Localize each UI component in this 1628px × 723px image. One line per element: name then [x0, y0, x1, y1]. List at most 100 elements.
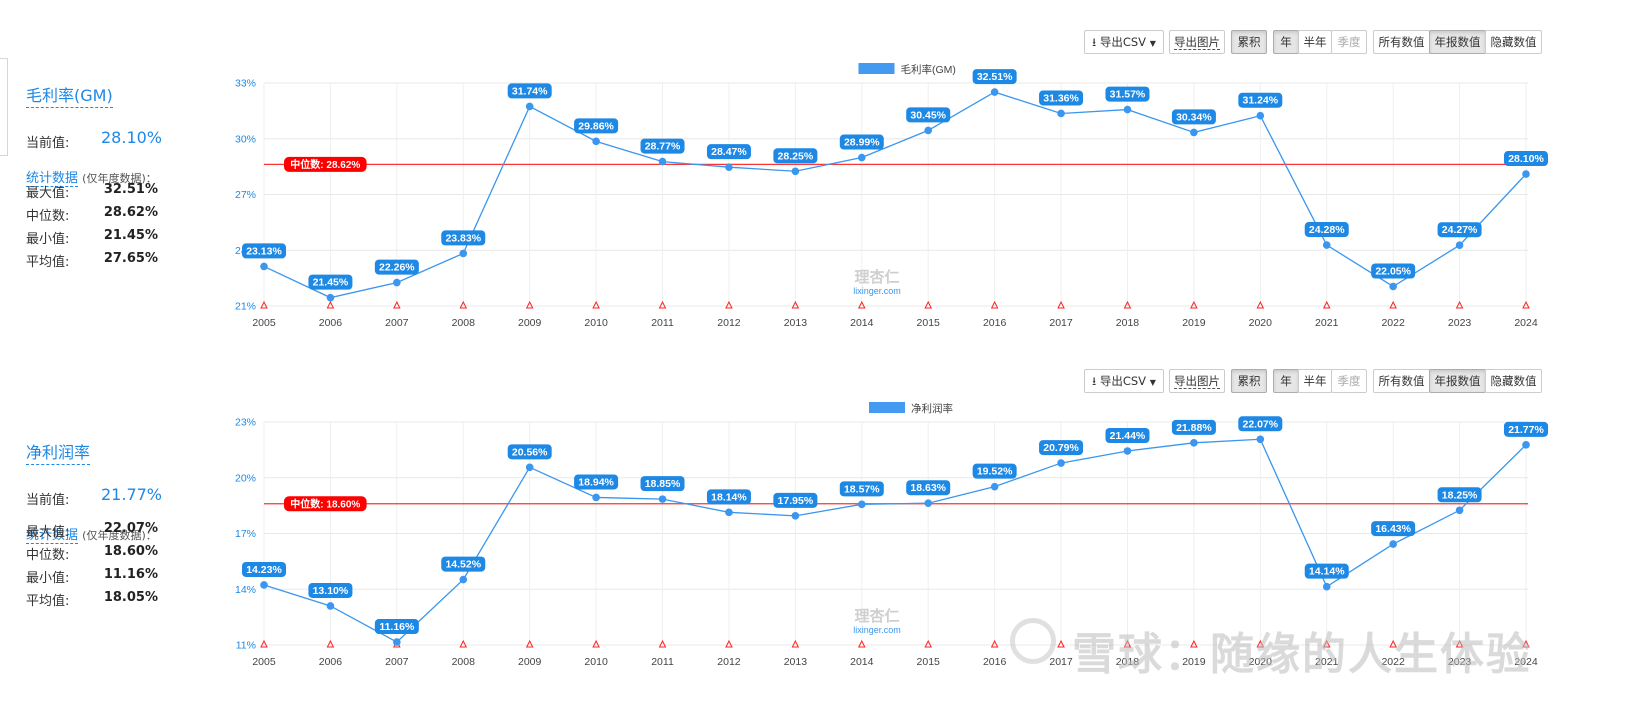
- data-label-bg: [507, 444, 552, 460]
- data-label-bg: [1371, 521, 1416, 537]
- data-point: [990, 482, 999, 491]
- event-marker-icon: [1256, 639, 1265, 648]
- net-margin-chart: 净利润率 23% 20% 17% 14% 11% 2005 2006 2007 2008 2009 2…: [235, 402, 1548, 668]
- x-tick-label: 2011: [651, 656, 674, 668]
- stat-label: 平均值:: [26, 255, 70, 270]
- period-half-year-button[interactable]: 半年: [1298, 30, 1332, 54]
- data-label: 18.94%: [578, 476, 614, 488]
- download-icon: ⭳: [1092, 374, 1097, 388]
- stats-note: (仅年度数据)：: [82, 529, 157, 542]
- side-drawer-tab[interactable]: [0, 58, 8, 156]
- data-label-bg: [374, 619, 419, 635]
- x-tick-label: 2016: [983, 656, 1007, 668]
- data-label-bg: [839, 134, 884, 150]
- caret-down-icon: ▼: [1149, 39, 1156, 48]
- stats-title[interactable]: 统计数据: [26, 528, 79, 544]
- data-label: 22.26%: [379, 262, 415, 274]
- hide-values-button[interactable]: 隐藏数值: [1485, 369, 1542, 393]
- cumulative-toggle[interactable]: 累积: [1231, 30, 1267, 54]
- annual-values-button[interactable]: 年报数值: [1429, 369, 1486, 393]
- chart-legend: 净利润率: [869, 402, 953, 415]
- current-value-label: 当前值:: [26, 493, 70, 508]
- event-marker-icon: [1522, 300, 1530, 309]
- stat-value: 11.16%: [103, 567, 158, 582]
- stat-value: 18.05%: [103, 590, 158, 605]
- data-point: [924, 499, 933, 508]
- event-marker-icon: [791, 639, 800, 648]
- metric-title[interactable]: 净利润率: [26, 439, 91, 465]
- stats-title[interactable]: 统计数据: [26, 171, 79, 187]
- x-tick-label: 2006: [319, 656, 343, 668]
- stat-label: 中位数:: [26, 548, 70, 563]
- event-marker-icon: [1057, 639, 1065, 648]
- x-tick-label: 2005: [252, 317, 276, 329]
- data-point: [393, 638, 401, 646]
- legend-label: 毛利率(GM): [901, 63, 956, 76]
- period-quarter-button[interactable]: 季度: [1331, 369, 1367, 393]
- gross-margin-panel: 毛利率(GM) 当前值: 28.10% 统计数据 (仅年度数据)： 最大值: 3…: [0, 0, 1628, 360]
- data-point: [857, 500, 866, 509]
- all-values-button[interactable]: 所有数值: [1373, 369, 1430, 393]
- event-marker-icon: [525, 639, 534, 648]
- data-point: [857, 153, 866, 162]
- export-csv-button[interactable]: ⭳ 导出CSV ▼: [1084, 30, 1164, 54]
- data-label-bg: [1304, 222, 1349, 238]
- data-point: [791, 512, 800, 520]
- chart-watermark-cn: 理杏仁: [854, 607, 899, 625]
- x-tick-label: 2021: [1315, 656, 1339, 668]
- data-label-bg: [1238, 92, 1283, 108]
- period-quarter-button[interactable]: 季度: [1331, 30, 1367, 54]
- data-label: 30.34%: [1176, 111, 1212, 123]
- x-tick-label: 2021: [1315, 317, 1339, 329]
- cumulative-toggle[interactable]: 累积: [1231, 369, 1267, 393]
- data-label: 21.44%: [1110, 430, 1146, 442]
- data-label: 18.57%: [844, 483, 880, 495]
- data-label: 22.05%: [1375, 265, 1411, 277]
- x-tick-label: 2017: [1049, 656, 1073, 668]
- data-point: [260, 581, 268, 589]
- data-label: 23.13%: [246, 245, 282, 257]
- export-image-button[interactable]: 导出图片: [1169, 30, 1225, 54]
- data-label: 11.16%: [379, 621, 415, 633]
- period-half-year-button[interactable]: 半年: [1298, 369, 1332, 393]
- download-icon: ⭳: [1092, 35, 1097, 49]
- data-label-bg: [308, 582, 353, 598]
- current-value: 28.10%: [101, 128, 163, 147]
- data-label: 28.10%: [1508, 153, 1544, 165]
- event-marker-icon: [924, 300, 933, 309]
- data-point: [393, 278, 401, 287]
- data-point: [1522, 170, 1530, 178]
- data-label: 16.43%: [1375, 523, 1411, 535]
- event-marker-icon: [592, 300, 600, 309]
- all-values-button[interactable]: 所有数值: [1373, 30, 1430, 54]
- data-label: 21.88%: [1176, 422, 1212, 434]
- event-marker-icon: [393, 300, 401, 309]
- data-label-bg: [706, 144, 751, 160]
- x-tick-label: 2020: [1249, 656, 1273, 668]
- event-marker-icon: [326, 300, 335, 309]
- export-csv-button[interactable]: ⭳ 导出CSV ▼: [1084, 369, 1164, 393]
- y-tick-label: 17%: [235, 528, 256, 540]
- data-label-bg: [1171, 419, 1216, 435]
- data-label: 31.57%: [1110, 89, 1146, 101]
- event-marker-icon: [260, 639, 268, 648]
- export-image-button[interactable]: 导出图片: [1169, 369, 1225, 393]
- x-tick-label: 2012: [717, 656, 741, 668]
- event-marker-icon: [725, 639, 733, 648]
- event-marker-icon: [1057, 300, 1065, 309]
- event-marker-icon: [592, 639, 600, 648]
- data-point: [658, 495, 667, 503]
- data-point: [1057, 109, 1065, 118]
- chart-watermark-en: lixinger.com: [853, 286, 901, 296]
- data-label: 24.28%: [1309, 224, 1345, 236]
- event-marker-icon: [1123, 300, 1132, 309]
- x-tick-label: 2017: [1049, 317, 1073, 329]
- y-tick-label: 11%: [236, 640, 256, 652]
- data-point: [1455, 241, 1464, 250]
- data-point: [525, 102, 534, 111]
- metric-title[interactable]: 毛利率(GM): [26, 82, 113, 108]
- period-year-button[interactable]: 年: [1273, 30, 1299, 54]
- stat-value: 27.65%: [103, 251, 158, 266]
- hide-values-button[interactable]: 隐藏数值: [1485, 30, 1542, 54]
- x-tick-label: 2013: [784, 317, 808, 329]
